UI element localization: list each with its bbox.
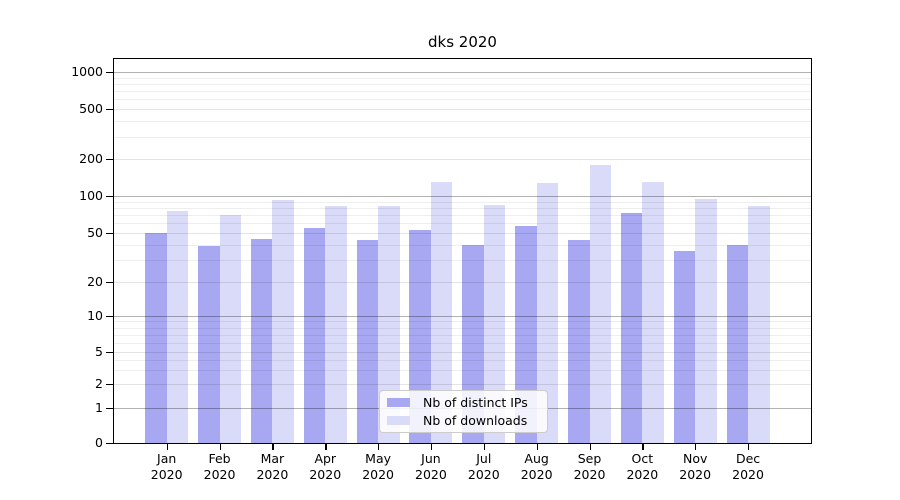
x-tick-label-jul: Jul 2020: [467, 451, 500, 482]
bar-distinct-ips-aug: [515, 226, 537, 443]
y-tick-500: [106, 108, 114, 110]
y-tick-label-2: 2: [95, 376, 103, 391]
bar-distinct-ips-feb: [198, 246, 220, 443]
legend-label-0: Nb of distinct IPs: [423, 395, 528, 411]
legend-swatch-0: [387, 398, 410, 408]
x-tick-jan: [166, 444, 168, 450]
y-tick-label-20: 20: [87, 274, 103, 289]
x-tick-label-apr: Apr 2020: [309, 451, 342, 482]
x-tick-label-nov: Nov 2020: [679, 451, 712, 482]
x-tick-label-feb: Feb 2020: [203, 451, 236, 482]
bar-distinct-ips-may: [356, 239, 379, 443]
y-tick-5: [106, 351, 114, 353]
bar-distinct-ips-oct: [620, 212, 643, 443]
y-tick-label-10: 10: [87, 308, 103, 323]
bar-distinct-ips-mar: [250, 238, 273, 443]
legend-item-1: Nb of downloads: [387, 413, 540, 428]
y-tick-100: [106, 195, 114, 197]
bar-downloads-sep: [589, 164, 611, 443]
bars-layer: [114, 59, 811, 443]
x-tick-jun: [430, 444, 433, 450]
y-tick-10: [106, 315, 114, 317]
x-tick-label-jan: Jan 2020: [150, 451, 183, 482]
bar-downloads-mar: [272, 199, 294, 443]
y-tick-label-200: 200: [79, 151, 103, 166]
x-tick-aug: [536, 444, 538, 450]
y-tick-label-500: 500: [79, 101, 103, 116]
bar-downloads-jun: [430, 181, 453, 443]
x-tick-label-jun: Jun 2020: [415, 451, 447, 482]
bar-distinct-ips-jun: [409, 229, 431, 443]
y-tick-label-5: 5: [95, 344, 103, 359]
x-tick-may: [378, 444, 380, 450]
bar-downloads-apr: [325, 205, 347, 443]
y-tick-label-1: 1: [95, 400, 103, 415]
y-tick-200: [106, 158, 114, 160]
bar-downloads-may: [378, 205, 400, 443]
x-tick-label-dec: Dec 2020: [732, 451, 764, 482]
y-tick-label-50: 50: [87, 225, 103, 240]
y-tick-50: [106, 232, 114, 234]
legend-swatch-1: [387, 415, 410, 425]
bar-downloads-oct: [642, 181, 664, 443]
y-tick-label-0: 0: [95, 435, 103, 450]
x-tick-dec: [748, 444, 750, 450]
x-tick-feb: [219, 444, 221, 450]
x-tick-label-aug: Aug 2020: [520, 451, 553, 482]
bar-downloads-jan: [166, 211, 189, 443]
y-tick-0: [106, 442, 114, 444]
x-tick-label-mar: Mar 2020: [256, 451, 289, 482]
y-tick-1: [106, 407, 114, 409]
bar-downloads-aug: [536, 182, 559, 443]
plot-area: Nb of distinct IPs Nb of downloads: [113, 58, 812, 444]
legend-label-1: Nb of downloads: [423, 412, 528, 428]
bar-distinct-ips-jan: [145, 233, 167, 443]
bar-downloads-nov: [695, 198, 717, 443]
bar-distinct-ips-sep: [568, 239, 590, 443]
y-tick-label-100: 100: [79, 188, 103, 203]
x-tick-nov: [695, 444, 697, 450]
bar-downloads-dec: [748, 205, 770, 443]
x-tick-jul: [483, 444, 486, 450]
x-tick-label-oct: Oct 2020: [626, 451, 659, 482]
x-tick-mar: [272, 444, 274, 450]
bar-downloads-jul: [483, 204, 506, 443]
bar-distinct-ips-nov: [673, 250, 696, 443]
x-tick-oct: [642, 444, 644, 450]
y-tick-label-1000: 1000: [71, 64, 103, 79]
x-tick-label-sep: Sep 2020: [573, 451, 606, 482]
y-tick-1000: [106, 71, 114, 73]
y-tick-20: [106, 281, 114, 283]
bar-distinct-ips-apr: [303, 227, 326, 443]
y-tick-2: [106, 383, 114, 385]
x-tick-apr: [325, 444, 327, 450]
bar-downloads-feb: [219, 215, 242, 443]
bar-distinct-ips-dec: [726, 244, 749, 443]
x-tick-label-may: May 2020: [362, 451, 394, 482]
legend-item-0: Nb of distinct IPs: [387, 395, 540, 410]
legend: Nb of distinct IPs Nb of downloads: [379, 390, 548, 433]
x-tick-sep: [589, 444, 591, 450]
chart-title: dks 2020: [428, 33, 497, 51]
